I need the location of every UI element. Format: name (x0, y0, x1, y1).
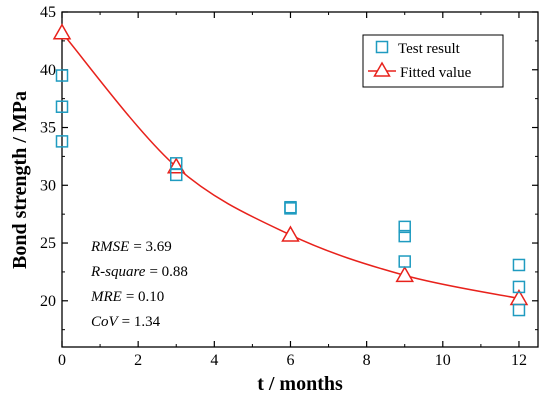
y-tick-label: 30 (40, 177, 56, 194)
stat-rmse-label: RMSE (90, 239, 129, 255)
x-tick-label: 6 (286, 352, 294, 369)
stat-rsquare: R-square = 0.88 (90, 264, 188, 280)
y-tick-label: 40 (40, 62, 56, 79)
test-series (55, 69, 526, 317)
legend-frame (362, 34, 504, 88)
test-point (512, 280, 526, 294)
stat-mre: MRE = 0.10 (90, 289, 164, 305)
fit-statistics: RMSE = 3.69 R-square = 0.88 MRE = 0.10 CoV =… (90, 239, 188, 330)
test-point (398, 229, 411, 243)
x-tick-label: 2 (134, 352, 142, 369)
legend-test-marker (375, 40, 389, 54)
legend-fit-marker (373, 61, 391, 77)
stat-mre-value: = 0.10 (126, 289, 164, 305)
x-tick-label: 12 (511, 352, 527, 369)
test-point (55, 100, 69, 113)
y-tick-label: 35 (40, 120, 56, 137)
x-tick-label: 4 (210, 352, 218, 369)
x-tick-label: 8 (363, 352, 371, 369)
stat-cov: CoV = 1.34 (91, 314, 161, 330)
test-point (512, 303, 526, 317)
fitted-point (395, 265, 415, 283)
stat-cov-label: CoV (91, 314, 120, 330)
legend-test-label: Test result (398, 41, 461, 57)
stat-cov-value: = 1.34 (122, 314, 161, 330)
fitted-curve (61, 32, 520, 300)
y-tick-label: 45 (40, 4, 56, 21)
test-point (512, 258, 526, 272)
stat-mre-label: MRE (90, 289, 122, 305)
test-point (398, 220, 411, 234)
test-point (398, 255, 411, 268)
x-tick-labels: 0 2 4 6 8 10 12 (58, 352, 527, 369)
y-axis-title: Bond strength / MPa (9, 91, 31, 269)
x-tick-label: 10 (435, 352, 451, 369)
fitted-series (52, 23, 529, 306)
x-axis-title: t / months (257, 373, 343, 395)
test-point (55, 69, 69, 82)
test-point (284, 202, 297, 215)
axis-ticks (61, 11, 538, 347)
stat-rmse-value: = 3.69 (133, 239, 171, 255)
y-tick-label: 25 (40, 235, 56, 252)
stat-rmse: RMSE = 3.69 (90, 239, 172, 255)
stat-rsquare-value: = 0.88 (149, 264, 187, 280)
stat-rsquare-label: R-square (90, 264, 146, 280)
test-point (169, 168, 183, 182)
fitted-point (281, 225, 300, 242)
fitted-point (52, 23, 72, 40)
x-tick-label: 0 (58, 352, 66, 369)
y-tick-label: 20 (40, 293, 56, 310)
legend-fit-label: Fitted value (400, 65, 472, 81)
test-point (55, 135, 69, 148)
y-tick-labels: 20 25 30 35 40 45 (40, 4, 56, 310)
legend: Test result Fitted value (362, 34, 504, 88)
plot-frame (61, 11, 539, 348)
